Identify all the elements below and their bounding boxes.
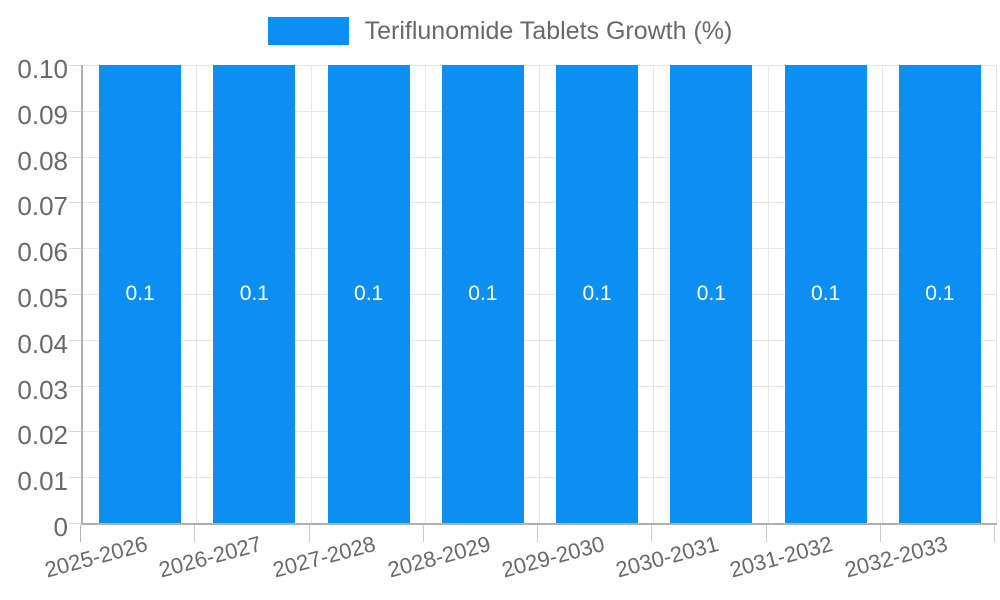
chart-legend[interactable]: Teriflunomide Tablets Growth (%) bbox=[0, 14, 1000, 48]
v-gridline bbox=[196, 65, 198, 523]
x-axis-label: 2032-2033 bbox=[841, 531, 950, 583]
bar-value-label: 0.1 bbox=[354, 282, 384, 305]
y-axis-label: 0.10 bbox=[17, 54, 68, 84]
bar-value-label: 0.1 bbox=[582, 282, 612, 305]
h-gridline bbox=[83, 156, 997, 158]
h-gridline bbox=[83, 110, 997, 112]
bar-2030-2031[interactable]: 0.1 bbox=[670, 65, 753, 523]
y-axis-label: 0.09 bbox=[17, 99, 68, 130]
y-axis-label: 0.07 bbox=[17, 191, 68, 222]
x-axis-tick bbox=[537, 525, 538, 542]
y-axis-label: 0.04 bbox=[17, 328, 68, 359]
h-gridline bbox=[83, 477, 997, 479]
x-axis-label: 2026-2027 bbox=[156, 531, 265, 583]
v-gridline bbox=[424, 65, 426, 523]
x-axis-label: 2030-2031 bbox=[613, 531, 722, 583]
h-gridline bbox=[83, 202, 997, 204]
bar-2028-2029[interactable]: 0.1 bbox=[441, 65, 524, 523]
y-axis-tick bbox=[69, 202, 81, 204]
bar-value-label: 0.1 bbox=[925, 282, 955, 305]
y-axis-label: 0.01 bbox=[17, 466, 68, 497]
x-axis-tick bbox=[765, 525, 767, 542]
y-axis-tick bbox=[69, 156, 81, 158]
y-axis-label: 0.08 bbox=[17, 145, 68, 176]
y-axis-tick bbox=[69, 294, 81, 295]
x-axis-label: 2028-2029 bbox=[384, 531, 493, 583]
bar-2025-2026[interactable]: 0.1 bbox=[99, 65, 182, 523]
bar-2026-2027[interactable]: 0.1 bbox=[213, 65, 296, 523]
bar-2031-2032[interactable]: 0.1 bbox=[784, 65, 867, 523]
bar-2029-2030[interactable]: 0.1 bbox=[556, 65, 639, 523]
h-gridline bbox=[83, 339, 997, 341]
bar-2027-2028[interactable]: 0.1 bbox=[327, 65, 410, 523]
bar-value-label: 0.1 bbox=[811, 282, 841, 305]
bar-value-label: 0.1 bbox=[125, 282, 155, 305]
bar-value-label: 0.1 bbox=[468, 282, 498, 305]
legend-label: Teriflunomide Tablets Growth (%) bbox=[364, 16, 733, 45]
v-gridline bbox=[881, 65, 883, 523]
y-axis-label: 0.06 bbox=[17, 237, 68, 268]
x-axis-tick bbox=[194, 525, 196, 542]
x-axis-tick bbox=[651, 525, 653, 542]
y-axis-tick bbox=[69, 248, 81, 250]
y-axis-label: 0.02 bbox=[17, 420, 68, 451]
x-axis-tick bbox=[879, 525, 881, 542]
x-axis-tick bbox=[422, 525, 424, 542]
x-axis-tick bbox=[80, 525, 81, 542]
bar-2032-2033[interactable]: 0.1 bbox=[898, 65, 981, 523]
h-gridline bbox=[83, 385, 997, 387]
y-axis-tick bbox=[69, 431, 81, 433]
y-axis-tick bbox=[69, 477, 81, 479]
v-gridline bbox=[767, 65, 769, 523]
y-axis-tick bbox=[69, 523, 81, 524]
x-axis-tick bbox=[308, 525, 310, 542]
y-axis-label: 0 bbox=[53, 512, 68, 542]
plot-area: 0.1 0.1 0.1 0.1 0.1 0.1 0.1 0.1 bbox=[81, 65, 997, 525]
y-axis-tick bbox=[69, 65, 81, 66]
y-axis-tick bbox=[69, 110, 81, 112]
y-axis-tick bbox=[69, 339, 81, 341]
h-gridline bbox=[83, 248, 997, 250]
x-axis-tick bbox=[994, 525, 995, 542]
y-axis-label: 0.03 bbox=[17, 374, 68, 405]
h-gridline bbox=[83, 294, 997, 295]
v-gridline bbox=[310, 65, 312, 523]
h-gridline bbox=[83, 431, 997, 433]
x-axis-label: 2027-2028 bbox=[270, 531, 379, 583]
h-gridline bbox=[83, 65, 997, 66]
v-gridline bbox=[539, 65, 540, 523]
y-axis-tick bbox=[69, 385, 81, 387]
y-axis-label: 0.05 bbox=[17, 283, 68, 313]
v-gridline bbox=[996, 65, 997, 523]
x-axis-label: 2031-2032 bbox=[727, 531, 836, 583]
legend-swatch-icon bbox=[267, 17, 349, 45]
bar-value-label: 0.1 bbox=[696, 282, 726, 305]
bar-value-label: 0.1 bbox=[239, 282, 269, 305]
v-gridline bbox=[653, 65, 655, 523]
x-axis-label: 2029-2030 bbox=[498, 531, 608, 583]
